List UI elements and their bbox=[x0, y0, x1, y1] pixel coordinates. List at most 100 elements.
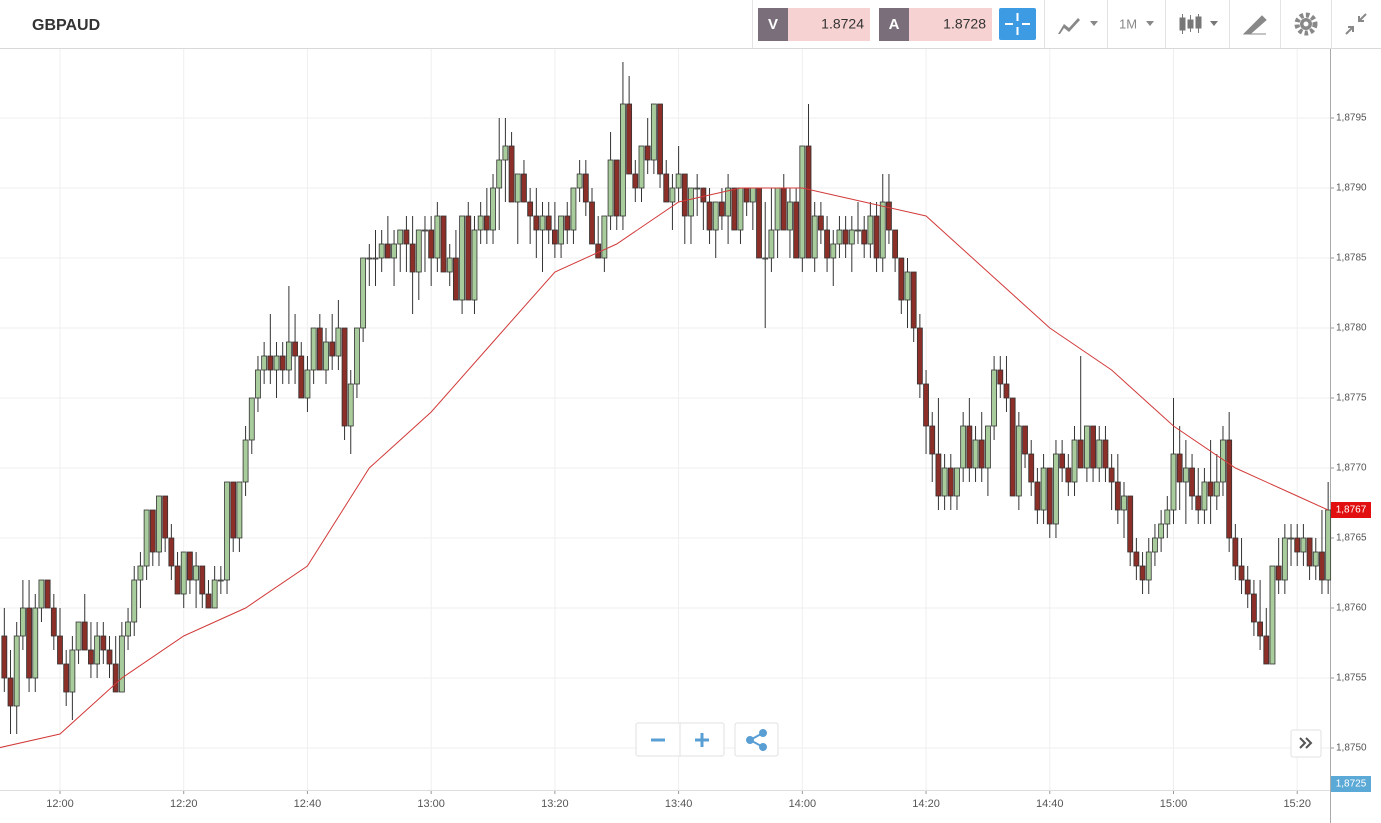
ask-box[interactable] bbox=[909, 8, 992, 41]
candle-body bbox=[886, 201, 892, 231]
candle-body bbox=[941, 467, 948, 497]
x-tick-label: 14:20 bbox=[912, 798, 940, 810]
candle-body bbox=[261, 355, 268, 371]
chart-type-button[interactable] bbox=[1058, 18, 1098, 34]
candle-body bbox=[335, 327, 342, 357]
candle-body bbox=[669, 187, 676, 203]
candle-body bbox=[1145, 551, 1152, 581]
candle-body bbox=[7, 677, 14, 707]
candle-body bbox=[947, 467, 954, 497]
header bbox=[0, 0, 1381, 48]
candle-body bbox=[1281, 537, 1288, 581]
candle-body bbox=[613, 159, 620, 217]
candle-body bbox=[675, 173, 682, 189]
candle-body bbox=[88, 649, 94, 665]
bid-badge[interactable] bbox=[758, 8, 788, 41]
candle-body bbox=[533, 215, 540, 231]
candle-body bbox=[1213, 481, 1220, 497]
candle-body bbox=[589, 201, 595, 245]
candle-body bbox=[1182, 467, 1189, 483]
candle-body bbox=[57, 635, 63, 665]
candle-body bbox=[725, 187, 731, 217]
candle-body bbox=[255, 369, 261, 399]
candle-body bbox=[737, 187, 744, 231]
candle-body bbox=[1102, 439, 1109, 469]
candle-body bbox=[1071, 439, 1078, 483]
candle-body bbox=[205, 593, 212, 609]
candle-body bbox=[985, 425, 991, 469]
candle-body bbox=[527, 201, 534, 217]
fullscreen-button[interactable] bbox=[1345, 13, 1367, 35]
candle-body bbox=[32, 607, 39, 679]
candle-body bbox=[156, 495, 162, 553]
candle-body bbox=[1300, 537, 1307, 553]
candle-body bbox=[310, 327, 317, 371]
draw-tool-button[interactable] bbox=[1242, 15, 1267, 35]
candle-body bbox=[1028, 453, 1035, 483]
ask-badge[interactable] bbox=[879, 8, 909, 41]
candle-body bbox=[1207, 481, 1214, 497]
candle-body bbox=[248, 397, 255, 441]
share-icon bbox=[746, 729, 767, 751]
candle-body bbox=[1133, 551, 1140, 567]
candle-body bbox=[1121, 495, 1127, 511]
candle-body bbox=[910, 271, 917, 329]
candle-body bbox=[347, 383, 354, 427]
candle-body bbox=[1232, 537, 1239, 567]
scroll-end-button[interactable] bbox=[1290, 729, 1322, 758]
candle-body bbox=[1034, 481, 1041, 511]
candle-body bbox=[1040, 467, 1047, 511]
candle-body bbox=[440, 215, 447, 273]
candle-body bbox=[112, 663, 119, 693]
y-tick-label: 1,8755 bbox=[1336, 673, 1367, 684]
candle-body bbox=[1077, 439, 1084, 469]
bid-box[interactable] bbox=[788, 8, 870, 41]
candle-body bbox=[873, 215, 880, 259]
timeframe[interactable]: 1M bbox=[1119, 16, 1137, 31]
candle-body bbox=[805, 145, 812, 259]
candle-body bbox=[1189, 467, 1195, 497]
candle-body bbox=[131, 579, 138, 623]
candle-body bbox=[824, 229, 830, 259]
candle-body bbox=[13, 635, 20, 707]
candle-type-button[interactable] bbox=[1179, 14, 1218, 34]
candle-body bbox=[69, 649, 76, 693]
candle-body bbox=[496, 159, 503, 189]
candle-body bbox=[292, 341, 298, 357]
candle-body bbox=[44, 579, 51, 609]
candle-body bbox=[811, 215, 818, 259]
candle-body bbox=[694, 187, 701, 190]
candle-body bbox=[1009, 397, 1016, 497]
candle-body bbox=[954, 467, 960, 497]
candle-body bbox=[428, 229, 435, 259]
candle-body bbox=[1244, 579, 1251, 595]
candle-body bbox=[743, 187, 750, 203]
candle-body bbox=[644, 145, 651, 161]
candle-body bbox=[601, 215, 608, 259]
crosshair-button[interactable] bbox=[999, 8, 1036, 40]
zoom-in-button[interactable] bbox=[695, 733, 709, 747]
y-tick-label: 1,8770 bbox=[1336, 463, 1367, 474]
y-tick-label: 1,8795 bbox=[1336, 113, 1367, 124]
candle-body bbox=[997, 369, 1004, 385]
candle-body bbox=[595, 243, 602, 259]
candle-body bbox=[836, 229, 843, 245]
candle-body bbox=[719, 201, 725, 217]
candle-body bbox=[1053, 453, 1059, 525]
bid-label: V bbox=[768, 16, 778, 33]
y-tick-label: 1,8780 bbox=[1336, 323, 1367, 334]
candle-body bbox=[1201, 481, 1208, 511]
candle-body bbox=[1176, 453, 1183, 483]
candle-body bbox=[799, 145, 806, 259]
share-button[interactable] bbox=[734, 722, 779, 757]
x-tick-label: 13:00 bbox=[417, 798, 445, 810]
candle-body bbox=[94, 635, 101, 665]
settings-button[interactable] bbox=[1294, 12, 1318, 36]
x-tick-label: 12:20 bbox=[170, 798, 198, 810]
candle-body bbox=[1015, 425, 1022, 497]
candle-body bbox=[1263, 635, 1270, 665]
ask-label: A bbox=[889, 16, 900, 33]
candle-body bbox=[756, 187, 762, 259]
